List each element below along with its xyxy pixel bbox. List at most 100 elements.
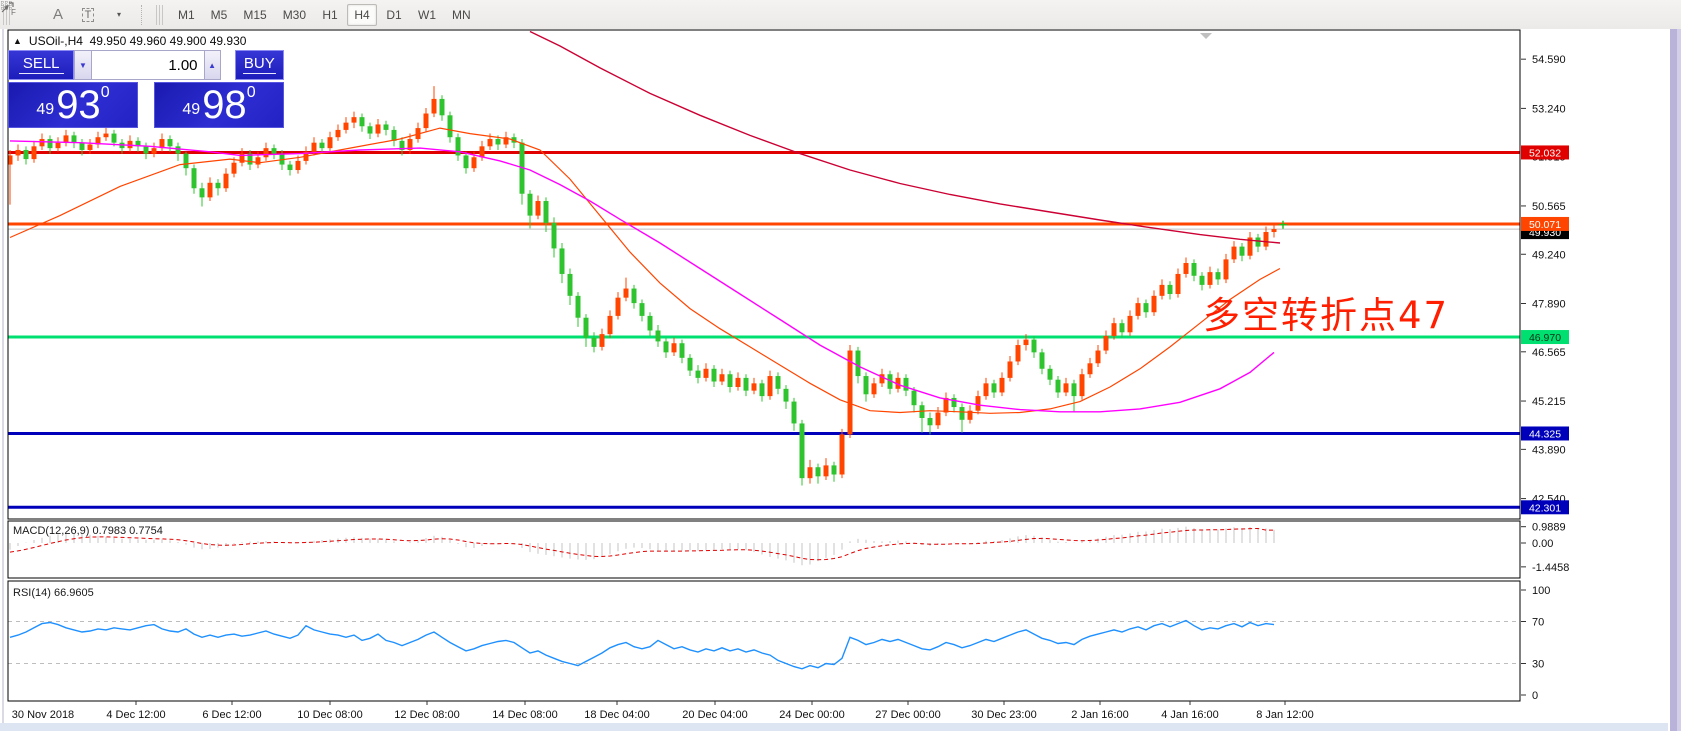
price-badge-52.032 [1521,145,1569,160]
crosshair-icon[interactable]: F [1,1,41,26]
tf-button-h4[interactable]: H4 [347,3,378,26]
candle-body [735,377,741,387]
candle-body [655,330,661,342]
candle-body [359,117,365,127]
sell-button[interactable]: SELL [8,50,75,80]
candle-body [463,155,469,169]
sell-price-block[interactable]: 49 93 0 [8,82,138,128]
candle-body [343,122,349,130]
tf-button-h1[interactable]: H1 [315,4,345,26]
price-badge-44.325 [1521,426,1569,441]
rsi-tick-label: 70 [1532,617,1544,629]
time-tick-label: 10 Dec 08:00 [297,709,362,721]
candle-body [1151,295,1157,313]
collapse-triangle-icon[interactable]: ▲ [13,36,22,46]
dropdown-caret-icon: ▾ [116,10,121,19]
price-tick-label: 47.890 [1532,298,1566,310]
shapes-icon-svg [1,2,14,13]
candle-body [495,139,501,145]
window-bg [0,29,1668,731]
candle-body [487,139,493,147]
candle-body [823,465,829,477]
candle-body [567,273,573,296]
price-badge-46.970 [1521,330,1569,345]
buy-price-block[interactable]: 49 98 0 [154,82,284,128]
tf-button-m15[interactable]: M15 [236,4,273,26]
price-badge-label: 42.301 [1529,502,1561,514]
right-scrollbar-strip[interactable] [1668,29,1681,731]
chart-canvas[interactable]: 54.59053.24051.91550.56549.24047.89046.5… [0,29,1681,731]
candle-body [1183,263,1189,274]
candle-body [527,193,533,216]
candle-body [7,155,13,165]
time-tick-label: 6 Dec 12:00 [202,709,261,721]
candle-body [111,133,117,143]
candle-body [671,343,677,353]
candle-body [503,137,509,145]
macd-tick-label: 0.00 [1532,538,1553,550]
price-tick-label: 49.240 [1532,249,1566,261]
candle-body [335,129,341,138]
toolbar-grip-2[interactable] [156,4,164,25]
svg-text:F: F [11,8,16,16]
tf-button-m5[interactable]: M5 [204,4,235,26]
candle-body [399,140,405,150]
tf-button-mn[interactable]: MN [445,4,478,26]
candle-body [975,396,981,411]
candle-body [791,401,797,424]
volume-decrease-button[interactable]: ▼ [74,50,92,80]
candle-body [583,317,589,338]
candle-body [807,467,813,479]
macd-tick-label: 0.9889 [1532,522,1566,534]
candle-body [887,374,893,389]
candle-body [183,153,189,169]
candle-body [983,383,989,397]
ma-fast-orange [9,127,1281,414]
text-a-icon[interactable]: A [52,6,63,23]
volume-increase-button[interactable]: ▲ [203,50,221,80]
candle-body [295,160,301,171]
toolbar-grip[interactable] [3,4,11,25]
candle-body [1239,246,1245,256]
rsi-panel-border [7,580,1521,702]
candle-body [615,297,621,316]
candle-body [831,465,837,475]
candle-body [751,383,757,391]
candle-body [15,149,21,156]
buy-button[interactable]: BUY [234,50,284,80]
tf-button-w1[interactable]: W1 [411,4,443,26]
chart-window: 54.59053.24051.91550.56549.24047.89046.5… [0,29,1681,731]
candle-body [951,397,957,408]
candle-body [647,315,653,331]
tf-button-m30[interactable]: M30 [276,4,313,26]
candle-body [943,397,949,413]
candle-body [815,467,821,477]
candle-body [255,157,261,165]
tf-button-m1[interactable]: M1 [171,4,202,26]
time-tick-label: 12 Dec 08:00 [394,709,459,721]
tf-button-d1[interactable]: D1 [379,4,409,26]
price-tick-label: 46.565 [1532,347,1566,359]
candle-body [455,137,461,156]
candle-body [1191,263,1197,276]
time-tick-label: 2 Jan 16:00 [1071,709,1129,721]
candle-body [1015,345,1021,362]
candle-body [271,148,277,154]
candle-body [639,303,645,316]
candle-body [703,368,709,378]
volume-input[interactable] [91,50,204,80]
candle-body [391,129,397,141]
time-tick-label: 8 Jan 12:00 [1256,709,1314,721]
autoscroll-triangle-icon [1200,33,1212,39]
candle-body [999,377,1005,393]
macd-signal-line [9,527,1274,561]
candle-body [47,139,53,149]
text-box-icon[interactable]: T [75,4,101,26]
candle-body [127,140,133,149]
candle-body [927,417,933,426]
candle-body [599,334,605,347]
candle-body [1127,315,1133,333]
candle-body [719,374,725,382]
shapes-icon[interactable]: ▾ [1,2,131,26]
